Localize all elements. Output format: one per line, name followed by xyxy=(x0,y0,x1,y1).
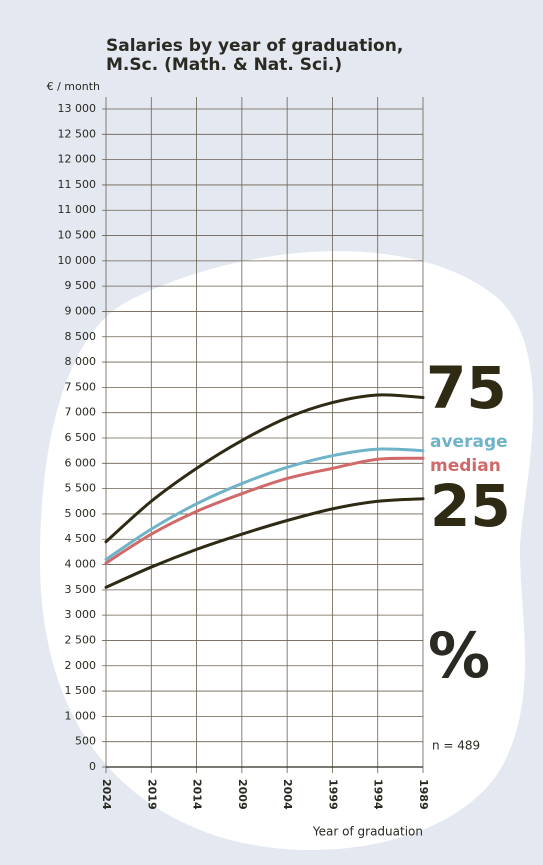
y-axis-label: € / month xyxy=(47,80,100,93)
series-line xyxy=(104,447,425,561)
x-tick-label: 2004 xyxy=(281,779,294,810)
y-tick-label: 12 000 xyxy=(58,153,97,166)
x-tick-label: 2024 xyxy=(100,779,113,810)
series-label: 75 xyxy=(426,354,507,422)
x-axis-label: Year of graduation xyxy=(312,825,423,839)
x-tick-label: 2019 xyxy=(145,779,158,810)
y-tick-label: 3 500 xyxy=(65,583,97,596)
series-line xyxy=(104,456,425,565)
y-tick-label: 9 500 xyxy=(65,279,97,292)
y-tick-label: 3 000 xyxy=(65,608,97,621)
y-tick-label: 8 000 xyxy=(65,355,97,368)
background-blob xyxy=(40,251,534,850)
y-tick-label: 5 000 xyxy=(65,507,97,520)
y-tick-label: 7 500 xyxy=(65,380,97,393)
series-line xyxy=(104,393,425,544)
y-tick-label: 13 000 xyxy=(58,102,97,115)
y-tick-label: 11 000 xyxy=(58,203,97,216)
y-tick-label: 4 000 xyxy=(65,558,97,571)
series-label: average xyxy=(430,432,508,452)
y-tick-label: 6 000 xyxy=(65,456,97,469)
y-tick-label: 8 500 xyxy=(65,330,97,343)
y-tick-label: 2 000 xyxy=(65,659,97,672)
y-tick-label: 10 500 xyxy=(58,229,97,242)
chart-title: M.Sc. (Math. & Nat. Sci.) xyxy=(106,55,342,75)
y-tick-label: 9 000 xyxy=(65,304,97,317)
y-tick-label: 4 500 xyxy=(65,532,97,545)
percent-annotation: % xyxy=(428,619,490,692)
y-tick-label: 0 xyxy=(89,760,96,773)
x-tick-label: 1999 xyxy=(326,779,339,810)
series-label: median xyxy=(430,456,501,476)
y-tick-label: 7 000 xyxy=(65,406,97,419)
y-tick-label: 11 500 xyxy=(58,178,97,191)
x-tick-label: 2014 xyxy=(191,779,204,810)
y-tick-label: 500 xyxy=(75,735,96,748)
x-tick-label: 1994 xyxy=(372,779,385,810)
series-line xyxy=(104,497,425,589)
y-tick-label: 12 500 xyxy=(58,127,97,140)
y-tick-label: 2 500 xyxy=(65,633,97,646)
x-tick-label: 1989 xyxy=(417,779,430,810)
chart-title: Salaries by year of graduation, xyxy=(106,36,403,56)
y-tick-label: 10 000 xyxy=(58,254,97,267)
y-tick-label: 1 000 xyxy=(65,709,97,722)
n-annotation: n = 489 xyxy=(432,739,480,753)
x-tick-label: 2009 xyxy=(236,779,249,810)
series-label: 25 xyxy=(430,472,511,540)
y-tick-label: 5 500 xyxy=(65,482,97,495)
y-tick-label: 6 500 xyxy=(65,431,97,444)
y-tick-label: 1 500 xyxy=(65,684,97,697)
